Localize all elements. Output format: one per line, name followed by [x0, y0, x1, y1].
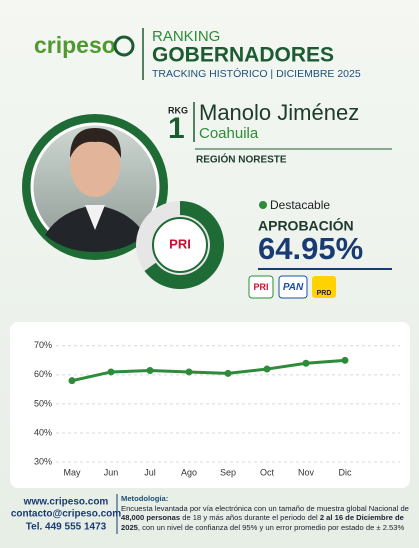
x-tick-label: Ago [181, 467, 197, 477]
phone: Tel. 449 555 1473 [26, 522, 107, 533]
rank-label: RKG [168, 105, 188, 115]
status: Destacable [270, 198, 330, 212]
y-tick-label: 40% [34, 427, 52, 437]
photo-shirt [85, 205, 105, 230]
methodology-text: 48,000 personas [121, 513, 181, 523]
y-tick-label: 70% [34, 340, 52, 350]
subtitle: TRACKING HISTÓRICO | DICIEMBRE 2025 [152, 67, 361, 80]
title: GOBERNADORES [152, 44, 334, 67]
region: REGIÓN NORESTE [196, 153, 287, 166]
party-logo [248, 275, 274, 299]
logo: cripeso [34, 32, 116, 58]
party-label: PAN [283, 282, 304, 293]
email: contacto@cripeso.com [11, 509, 121, 520]
methodology-text: , con un nivel de confianza del 95% y un… [137, 522, 405, 532]
party-logo [312, 276, 336, 298]
methodology-text: de 18 y más años durante el periodo del [180, 513, 320, 523]
chart-card [10, 322, 410, 488]
web: www.cripeso.com [23, 497, 109, 508]
status-dot [259, 201, 267, 209]
methodology-title: Metodología: [121, 494, 169, 503]
rank: 1 [168, 112, 185, 145]
point [302, 359, 310, 367]
name: Manolo Jiménez [199, 100, 359, 125]
party-label: PRD [317, 290, 332, 297]
chart: 30% 40% 50% 60% 70% May Jun Jul Ago Sep Oct Nov Dic [34, 340, 400, 477]
line [71, 358, 346, 383]
x-tick-label: Sep [220, 467, 236, 477]
point [263, 365, 271, 373]
approval-arc [144, 201, 224, 290]
metric: APROBACIÓN [258, 217, 354, 234]
party-label: PRI [253, 282, 268, 292]
x-tick-label: Nov [298, 467, 315, 477]
methodology-text: Encuesta levantada por vía electrónica c… [121, 503, 409, 513]
methodology: Metodología: Encuesta levantada por vía e… [121, 494, 411, 532]
y-tick-label: 50% [34, 398, 52, 408]
x-tick-label: May [63, 467, 81, 477]
x-tick-label: Dic [339, 467, 352, 477]
approval: 64.95% [258, 231, 363, 266]
party-logo [278, 275, 308, 299]
point [185, 368, 193, 376]
y-tick-label: 30% [34, 456, 52, 466]
point [68, 377, 76, 385]
kicker: RANKING [152, 28, 220, 45]
y-tick-label: 60% [34, 369, 52, 379]
photo-hair [70, 128, 122, 158]
point [146, 367, 154, 374]
x-tick-label: Jul [144, 467, 156, 477]
party-badge [152, 217, 208, 273]
x-tick-label: Oct [260, 467, 275, 477]
point [107, 368, 115, 376]
photo-face [70, 133, 120, 197]
party-badge-label: PRI [169, 236, 191, 251]
logo-icon [113, 35, 135, 57]
x-tick-label: Jun [104, 467, 119, 477]
point [224, 369, 232, 377]
state: Coahuila [199, 125, 259, 142]
point [341, 356, 349, 364]
methodology-text: 2 al 16 de Diciembre de 2025 [121, 513, 404, 532]
